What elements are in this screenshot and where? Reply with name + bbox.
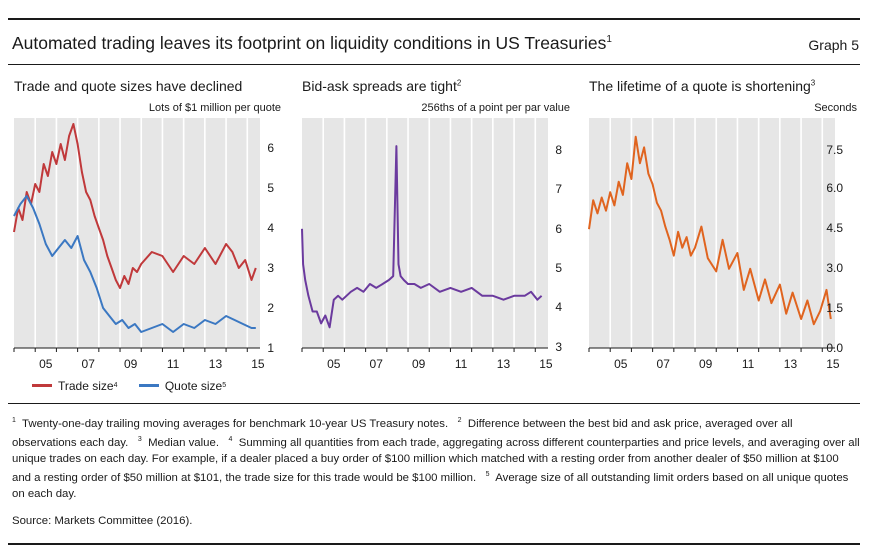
panel2-plot-area [302,118,548,348]
footnote-5: Average size of all outstanding limit or… [12,472,849,500]
panel1-x-label-15: 15 [251,357,265,371]
graph-title: Automated trading leaves its footprint o… [12,33,612,53]
panel3-y-label-3-0: 3.0 [826,261,843,275]
panel3-x-label-09: 09 [699,357,713,371]
panel2-x-label-15: 15 [539,357,553,371]
panel3-x-label-05: 05 [614,357,628,371]
panel2-x-label-13: 13 [497,357,511,371]
panel1-series-quote-size [13,195,256,333]
panel3-x-label-15: 15 [826,357,840,371]
panel3-y-label-1-5: 1.5 [826,301,843,315]
panel3-y-label-0-0: 0.0 [826,341,843,355]
panel1-series-trade-size [13,123,257,289]
footnote-1-marker: 1 [12,417,16,424]
footnote-3: Median value. [148,437,219,450]
graph-title-note: 1 [606,34,612,46]
panel1-y-label-2: 2 [267,301,274,315]
legend-swatch-trade-size [32,384,52,387]
footnote-4: Summing all quantities from each trade, … [12,437,860,485]
footnote-4-marker: 4 [228,436,233,444]
legend-swatch-quote-size [138,384,159,387]
graph-number: Graph 5 [808,37,859,53]
panel1-x-label-07: 07 [82,357,96,371]
panel1-title: Trade and quote sizes have declined [14,78,243,94]
footnote-1: Twenty-one-day trailing moving averages … [22,417,449,430]
panel3-y-label-7-5: 7.5 [826,143,843,157]
panel2-x-label-09: 09 [412,357,426,371]
panel2-title-note: 2 [456,78,462,88]
legend-item-quote-size: Quote size 5 [138,378,227,393]
panel2-y-label-6: 6 [555,222,562,236]
source-note: Source: Markets Committee (2016). [12,515,193,527]
panel1-y-label-6: 6 [267,141,274,155]
panel1-x-label-09: 09 [124,357,138,371]
panel2-y-label-3: 3 [555,340,562,354]
panel1-y-label-4: 4 [267,221,274,235]
panel2-y-label-8: 8 [555,143,562,157]
legend: Trade size 4 Quote size 5 [32,376,244,393]
panel3-y-label-6-0: 6.0 [826,181,843,195]
panel3-y-label-4-5: 4.5 [826,221,843,235]
footnote-2-marker: 2 [457,417,462,424]
footnote-5-marker: 5 [485,471,490,479]
panel1-x-label-11: 11 [167,357,180,371]
legend-note-trade-size: 4 [113,382,118,389]
panel2-series-bid-ask-spread [301,145,543,329]
panel3-unit: Seconds [814,102,857,114]
panel2-y-label-4: 4 [555,300,562,314]
legend-label-trade-size: Trade size [58,378,114,393]
panel1-unit: Lots of $1 million per quote [148,102,281,114]
panel3-title-note: 3 [810,78,816,88]
panel1-y-label-5: 5 [267,181,274,195]
legend-label-quote-size: Quote size [164,378,223,393]
panel2-title: Bid-ask spreads are tight2 [302,78,462,94]
panel3-plot-area [589,118,835,348]
panel3-series-quote-lifetime [588,135,832,326]
panel1-y-label-1: 1 [267,341,274,355]
bottom-rule [8,543,860,545]
panel3-x-label-11: 11 [742,357,755,371]
panel2-x-label-11: 11 [455,357,468,371]
panel3-x-label-13: 13 [784,357,798,371]
panel3-x-label-07: 07 [657,357,671,371]
top-rule [8,18,860,20]
panel1-y-label-3: 3 [267,261,274,275]
panel2-y-label-7: 7 [555,182,562,196]
panel3-title: The lifetime of a quote is shortening3 [589,78,816,94]
panel2-unit: 256ths of a point per par value [421,102,570,114]
footnote-2: Difference between the best bid and ask … [12,417,793,450]
panel1-x-label-13: 13 [209,357,223,371]
panel2-y-label-5: 5 [555,261,562,275]
legend-note-quote-size: 5 [222,382,227,389]
footnote-3-marker: 3 [137,436,142,444]
panel1-plot-area [14,118,260,348]
footnotes: 1 Twenty-one-day trailing moving average… [12,413,860,502]
legend-item-trade-size: Trade size 4 [32,379,117,393]
panel2-x-label-07: 07 [370,357,384,371]
panel2-x-label-05: 05 [327,357,341,371]
footnote-rule [8,403,860,404]
header-rule [8,64,860,65]
panel1-x-label-05: 05 [39,357,53,371]
